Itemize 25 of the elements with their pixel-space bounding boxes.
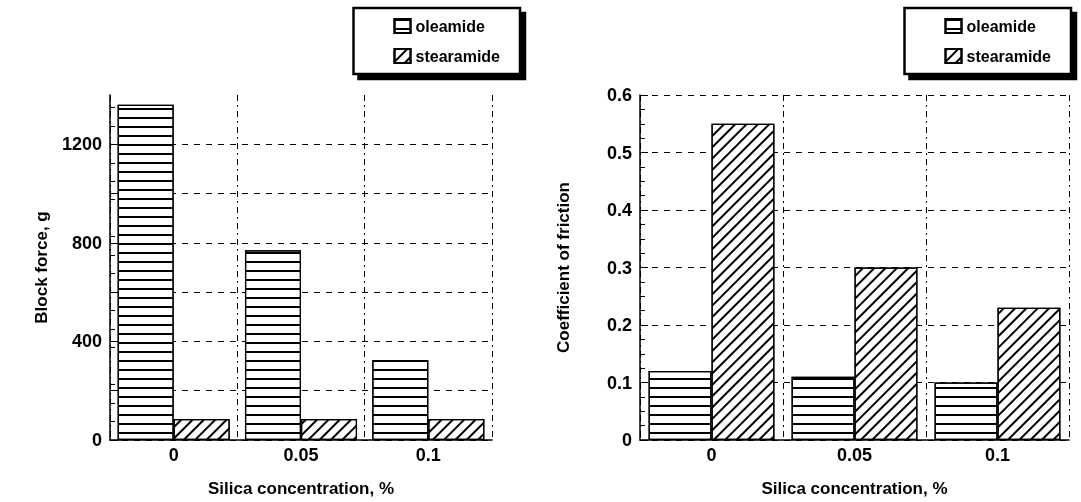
x-axis-title: Silica concentration, % — [207, 479, 395, 498]
y-tick-label: 0.4 — [606, 200, 632, 220]
legend-label: stearamide — [415, 47, 501, 65]
x-tick-label: 0 — [706, 445, 717, 465]
y-tick-label: 0.2 — [606, 315, 632, 335]
y-tick-label: 0 — [621, 430, 632, 450]
x-tick-label: 0.1 — [984, 445, 1011, 465]
x-tick-label: 0.05 — [836, 445, 873, 465]
y-tick-label: 0.1 — [606, 372, 632, 393]
x-tick-label: 0.05 — [283, 445, 319, 465]
y-axis-title: Coefficient of friction — [554, 182, 573, 353]
legend-label: oleamide — [415, 17, 485, 35]
y-tick-label: 1200 — [61, 134, 102, 155]
x-axis-title: Silica concentration, % — [761, 479, 948, 498]
y-tick-label: 400 — [71, 331, 102, 352]
y-axis-title: Block force, g — [32, 211, 51, 324]
y-tick-label: 0.5 — [606, 142, 632, 163]
y-tick-label: 0 — [91, 430, 102, 450]
x-tick-label: 0.1 — [415, 445, 441, 465]
legend-label: oleamide — [966, 17, 1036, 35]
x-tick-label: 0 — [168, 445, 179, 465]
y-tick-label: 0.3 — [606, 257, 632, 278]
y-tick-label: 800 — [71, 232, 102, 253]
y-tick-label: 0.6 — [606, 85, 632, 105]
legend-label: stearamide — [966, 47, 1052, 65]
